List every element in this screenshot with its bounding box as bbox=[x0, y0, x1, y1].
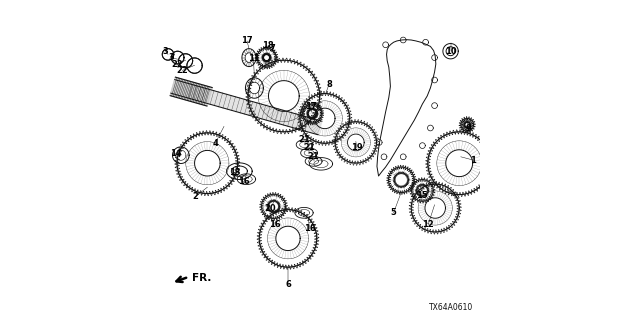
Text: 18: 18 bbox=[262, 41, 274, 50]
Text: 20: 20 bbox=[264, 204, 276, 213]
Text: 21: 21 bbox=[303, 143, 315, 152]
Polygon shape bbox=[170, 77, 212, 106]
Text: 21: 21 bbox=[308, 152, 319, 161]
Text: 3: 3 bbox=[163, 47, 168, 56]
Text: 1: 1 bbox=[470, 156, 476, 164]
Text: 17: 17 bbox=[241, 36, 253, 45]
Text: 12: 12 bbox=[422, 220, 434, 229]
Text: 11: 11 bbox=[248, 54, 259, 63]
Text: 3: 3 bbox=[168, 53, 173, 62]
Text: 13: 13 bbox=[229, 168, 241, 177]
Text: 2: 2 bbox=[192, 192, 198, 201]
Text: 16: 16 bbox=[238, 177, 250, 186]
Text: 6: 6 bbox=[285, 280, 291, 289]
Text: 21: 21 bbox=[299, 135, 310, 144]
Text: 10: 10 bbox=[445, 47, 456, 56]
Text: 9: 9 bbox=[466, 124, 472, 132]
Text: 16: 16 bbox=[269, 220, 281, 229]
Text: 17: 17 bbox=[305, 102, 316, 111]
Text: 16: 16 bbox=[304, 224, 316, 233]
Polygon shape bbox=[171, 80, 322, 135]
Text: 5: 5 bbox=[390, 208, 397, 217]
Text: FR.: FR. bbox=[192, 273, 211, 284]
Text: 22: 22 bbox=[172, 60, 183, 68]
Text: 8: 8 bbox=[326, 80, 332, 89]
Text: 14: 14 bbox=[170, 149, 182, 158]
Text: 4: 4 bbox=[212, 139, 218, 148]
Text: 22: 22 bbox=[177, 66, 188, 75]
Text: TX64A0610: TX64A0610 bbox=[429, 303, 474, 312]
Text: 15: 15 bbox=[416, 191, 428, 200]
Text: 7: 7 bbox=[269, 44, 275, 53]
Text: 19: 19 bbox=[351, 143, 363, 152]
